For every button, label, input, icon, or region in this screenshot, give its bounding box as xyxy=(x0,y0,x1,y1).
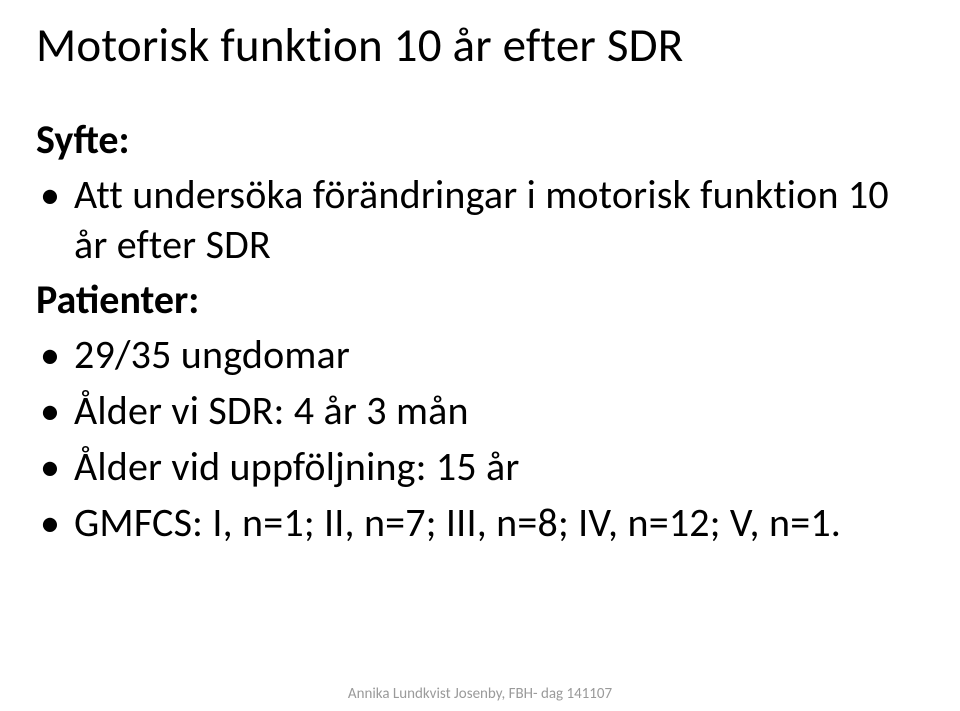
bullet-row: • 29/35 ungdomar xyxy=(36,330,930,380)
bullet-text: 29/35 ungdomar xyxy=(74,330,350,380)
bullet-icon: • xyxy=(36,330,74,380)
bullet-list-syfte: • Att undersöka förändringar i motorisk … xyxy=(36,170,930,270)
bullet-icon: • xyxy=(36,170,74,220)
bullet-list-patienter: • 29/35 ungdomar • Ålder vi SDR: 4 år 3 … xyxy=(36,330,930,548)
bullet-text: Ålder vid uppföljning: 15 år xyxy=(74,442,520,492)
bullet-icon: • xyxy=(36,442,74,492)
bullet-text: Att undersöka förändringar i motorisk fu… xyxy=(74,170,930,270)
footer-text: Annika Lundkvist Josenby, FBH- dag 14110… xyxy=(0,685,960,703)
section-label-patienter: Patienter: xyxy=(36,276,930,324)
bullet-row: • Ålder vi SDR: 4 år 3 mån xyxy=(36,386,930,436)
bullet-row: • Ålder vid uppföljning: 15 år xyxy=(36,442,930,492)
section-label-syfte: Syfte: xyxy=(36,116,930,164)
bullet-row: • Att undersöka förändringar i motorisk … xyxy=(36,170,930,270)
bullet-text: GMFCS: I, n=1; II, n=7; III, n=8; IV, n=… xyxy=(74,498,841,548)
slide-container: Motorisk funktion 10 år efter SDR Syfte:… xyxy=(0,0,960,711)
bullet-icon: • xyxy=(36,386,74,436)
slide-title: Motorisk funktion 10 år efter SDR xyxy=(36,18,930,72)
bullet-icon: • xyxy=(36,498,74,548)
bullet-row: • GMFCS: I, n=1; II, n=7; III, n=8; IV, … xyxy=(36,498,930,548)
bullet-text: Ålder vi SDR: 4 år 3 mån xyxy=(74,386,469,436)
